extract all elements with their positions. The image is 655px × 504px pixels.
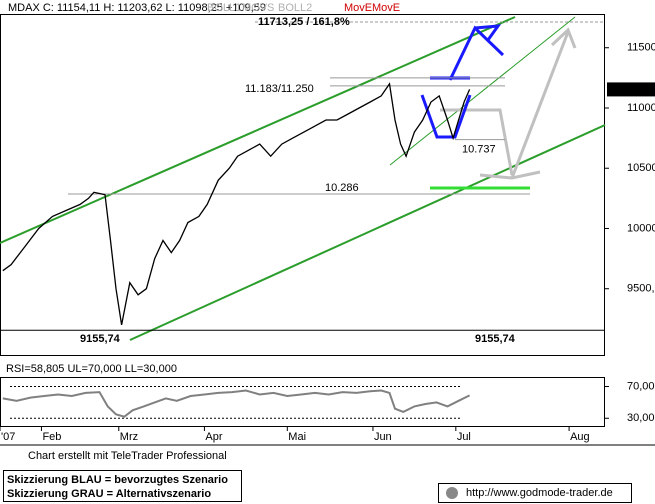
rsi-line: [2, 389, 471, 418]
last-price-label: 11154,11: [610, 83, 653, 95]
x-tick-label: Apr: [205, 431, 222, 443]
blue-scenario: [420, 94, 472, 139]
rsi-title: RSI=58,805 UL=70,000 LL=30,000: [6, 363, 177, 375]
rsi-frame: [0, 377, 605, 427]
level-label: 11.183/11.250: [245, 83, 314, 95]
level-label: 9155,74: [475, 333, 516, 345]
logo: [446, 487, 458, 499]
level-label: 10.737: [462, 144, 496, 156]
credit: Chart erstellt mit TeleTrader Profession…: [28, 450, 227, 462]
url-box: [438, 483, 632, 503]
last-price-tag: [607, 82, 655, 97]
channel-line: [0, 16, 516, 244]
y-tick-label: 30,000: [627, 412, 655, 424]
gray-arrow: [550, 27, 577, 49]
indicator: BOLL1: [207, 2, 241, 14]
gray-scenario: [440, 108, 514, 176]
indicator: MovE: [344, 2, 372, 14]
gray-scenario: [510, 31, 570, 179]
y-tick-label: 10000,00: [627, 222, 655, 234]
level-label: 9155,74: [80, 333, 121, 345]
x-tick-label: Jul: [457, 431, 471, 443]
y-tick-label: 70,000: [627, 380, 655, 392]
x-tick-label: Mrz: [120, 431, 138, 443]
channel-line: [389, 16, 576, 166]
note: Skizzierung GRAU = Alternativszenario: [7, 488, 211, 500]
level-label: 10.286: [325, 182, 359, 194]
y-tick-label: 11500,00: [627, 42, 655, 54]
x-tick-label: Aug: [570, 431, 590, 443]
note-box: [3, 470, 242, 502]
level-label: 11713,25 / 161,8%: [258, 16, 350, 28]
x-tick-label: '07: [1, 431, 15, 443]
note: Skizzierung BLAU = bevorzugtes Szenario: [7, 474, 228, 486]
x-tick-label: Jun: [374, 431, 392, 443]
price-line: [2, 82, 471, 326]
indicator: MOVS: [242, 2, 274, 14]
quote: MDAX C: 11154,11 H: 11203,62 L: 11098,25…: [8, 2, 266, 14]
y-tick-label: 10500,00: [627, 162, 655, 174]
channel-line: [129, 124, 606, 341]
blue-arrow: [474, 24, 502, 41]
x-tick-label: Mai: [288, 431, 306, 443]
y-tick-label: 9500,00: [627, 283, 655, 295]
indicator: MovE: [372, 2, 400, 14]
y-tick-label: 11000,00: [627, 102, 655, 114]
price-frame: [0, 14, 605, 356]
x-tick-label: Feb: [42, 431, 61, 443]
indicator: BOLL2: [278, 2, 312, 14]
url[interactable]: http://www.godmode-trader.de: [466, 487, 613, 499]
